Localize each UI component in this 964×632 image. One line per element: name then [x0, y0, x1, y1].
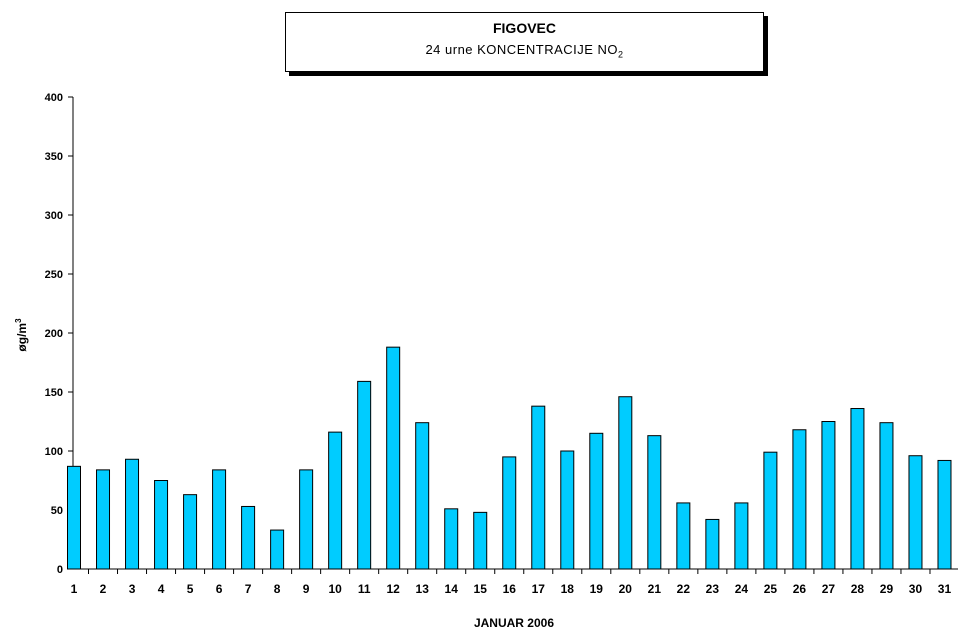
bar — [589, 432, 604, 570]
y-tick-label: 200 — [45, 328, 63, 340]
bar — [937, 459, 952, 570]
bar — [908, 455, 923, 570]
y-tick-label: 0 — [57, 564, 63, 576]
chart-title: FIGOVEC — [492, 20, 556, 36]
bar — [241, 505, 256, 570]
chart-subtitle-subscript: 2 — [618, 49, 624, 60]
y-tick-label: 400 — [45, 92, 63, 104]
x-tick-label: 12 — [387, 582, 401, 596]
y-tick-label: 150 — [45, 387, 63, 399]
x-tick-label: 21 — [648, 582, 662, 596]
bar — [386, 346, 401, 570]
bar — [473, 511, 488, 570]
x-tick-label: 2 — [100, 582, 107, 596]
bar — [647, 435, 662, 570]
x-tick-label: 27 — [822, 582, 836, 596]
y-tick-label: 50 — [51, 505, 63, 517]
bar — [792, 429, 807, 570]
bar — [850, 408, 865, 570]
x-tick-label: 6 — [216, 582, 223, 596]
bars — [67, 346, 952, 570]
x-tick-label: 10 — [328, 582, 342, 596]
bar — [183, 494, 198, 570]
x-axis: 1 2 3 4 5 6 7 8 9 10 11 12 13 14 15 16 17 18 19 20 21 22 23 24 2… — [71, 568, 958, 596]
x-tick-label: 18 — [561, 582, 575, 596]
x-tick-label: 20 — [619, 582, 633, 596]
bar — [821, 421, 836, 570]
x-tick-label: 9 — [303, 582, 310, 596]
y-tick-label: 250 — [45, 269, 63, 281]
bar — [879, 422, 894, 570]
x-tick-label: 8 — [274, 582, 281, 596]
x-tick-label: 29 — [880, 582, 894, 596]
x-tick-label: 7 — [245, 582, 252, 596]
x-tick-label: 16 — [503, 582, 517, 596]
chart-subtitle-text: 24 urne KONCENTRACIJE NO — [425, 42, 619, 57]
x-tick-label: 23 — [706, 582, 720, 596]
bar — [299, 469, 314, 570]
bar — [67, 465, 81, 570]
bar — [502, 456, 517, 570]
bar — [531, 405, 546, 570]
y-axis-title-sup: 3 — [14, 318, 23, 323]
x-tick-label: 1 — [71, 582, 78, 596]
x-tick-label: 14 — [445, 582, 459, 596]
bar — [618, 396, 633, 570]
bar — [763, 451, 778, 570]
bar — [96, 469, 111, 570]
chart-title-box: FIGOVEC 24 urne KONCENTRACIJE NO2 — [285, 12, 764, 72]
y-axis-title: øg/m3 — [14, 318, 29, 352]
x-tick-label: 25 — [764, 582, 778, 596]
bar — [444, 508, 459, 570]
x-tick-label: 30 — [909, 582, 923, 596]
x-tick-label: 26 — [793, 582, 807, 596]
y-tick-label: 350 — [45, 151, 63, 163]
bar — [328, 431, 343, 570]
y-tick-label: 100 — [45, 446, 63, 458]
bar — [560, 450, 575, 570]
x-tick-label: 31 — [938, 582, 952, 596]
x-tick-label: 22 — [677, 582, 691, 596]
x-tick-label: 15 — [474, 582, 488, 596]
x-tick-label: 5 — [187, 582, 194, 596]
x-tick-label: 24 — [735, 582, 749, 596]
bar — [212, 469, 227, 570]
bar — [357, 380, 372, 570]
x-axis-title: JANUAR 2006 — [474, 616, 554, 630]
y-axis-title-base: øg/m — [15, 323, 29, 352]
x-tick-label: 4 — [158, 582, 165, 596]
x-tick-label: 28 — [851, 582, 865, 596]
y-tick-label: 300 — [45, 210, 63, 222]
x-tick-label: 17 — [532, 582, 546, 596]
bar — [676, 502, 691, 570]
bar — [705, 518, 720, 570]
chart-subtitle: 24 urne KONCENTRACIJE NO2 — [286, 42, 763, 60]
bar — [154, 480, 169, 570]
x-tick-label: 13 — [416, 582, 430, 596]
x-tick-label: 3 — [129, 582, 136, 596]
x-tick-label: 11 — [358, 582, 371, 596]
bar — [415, 422, 430, 570]
bar — [125, 458, 140, 570]
y-axis: 0 50 100 150 200 250 300 350 400 — [45, 92, 74, 576]
bar — [270, 529, 285, 570]
x-tick-label: 19 — [590, 582, 604, 596]
bar — [734, 502, 749, 570]
